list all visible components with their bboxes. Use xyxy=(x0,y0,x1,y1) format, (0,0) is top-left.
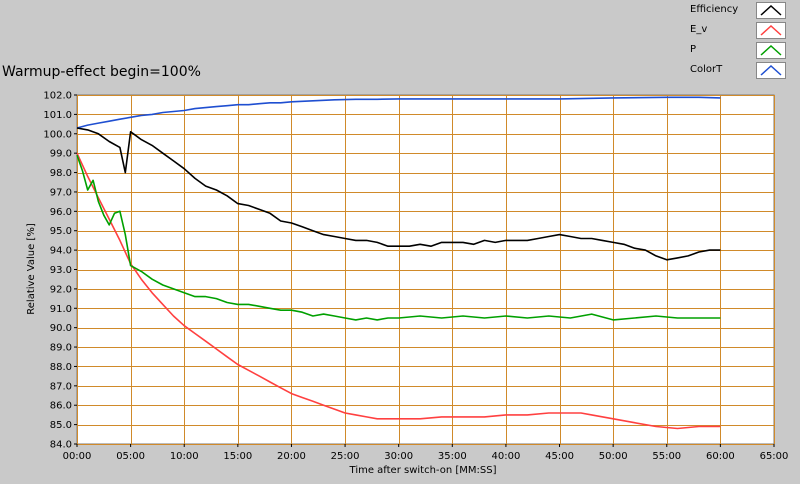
y-tick-label: 84.0 xyxy=(50,440,72,451)
y-tick-label: 94.0 xyxy=(50,246,72,257)
y-tick-label: 93.0 xyxy=(50,265,72,276)
x-tick-label: 30:00 xyxy=(384,451,413,462)
series-line-colort xyxy=(76,96,721,129)
chart-frame xyxy=(76,94,775,445)
y-tick-label: 91.0 xyxy=(50,304,72,315)
y-tick-label: 95.0 xyxy=(50,226,72,237)
legend-swatch-icon xyxy=(756,22,786,39)
x-tick-labels: 00:00 05:00 10:00 15:00 20:00 25:00 30:00 35:00… xyxy=(63,444,789,462)
chart-title: Warmup-effect begin=100% xyxy=(2,64,201,80)
x-tick-label: 55:00 xyxy=(652,451,681,462)
legend-item-efficiency: Efficiency xyxy=(680,1,786,20)
legend-label: E_v xyxy=(690,24,708,35)
series-line-e-v xyxy=(76,152,721,430)
legend: Efficiency E_v P ColorT xyxy=(680,0,786,84)
y-tick-label: 89.0 xyxy=(50,343,72,354)
x-tick-label: 05:00 xyxy=(116,451,145,462)
grid xyxy=(77,95,775,445)
legend-item-ev: E_v xyxy=(680,21,786,40)
x-tick-label: 50:00 xyxy=(599,451,628,462)
y-tick-label: 92.0 xyxy=(50,284,72,295)
x-tick-label: 00:00 xyxy=(63,451,92,462)
plot-area xyxy=(76,94,775,445)
series-line-efficiency xyxy=(76,127,721,261)
x-tick-label: 20:00 xyxy=(277,451,306,462)
legend-label: Efficiency xyxy=(690,4,739,15)
legend-item-p: P xyxy=(680,41,786,60)
x-tick-label: 40:00 xyxy=(492,451,521,462)
series-group xyxy=(76,96,721,430)
x-tick-label: 45:00 xyxy=(545,451,574,462)
x-tick-label: 10:00 xyxy=(170,451,199,462)
y-tick-label: 96.0 xyxy=(50,207,72,218)
x-tick-label: 25:00 xyxy=(331,451,360,462)
legend-swatch-icon xyxy=(756,62,786,79)
legend-swatch-icon xyxy=(756,2,786,19)
y-tick-label: 102.0 xyxy=(43,91,72,102)
y-tick-label: 86.0 xyxy=(50,401,72,412)
x-tick-label: 65:00 xyxy=(760,451,789,462)
y-tick-label: 101.0 xyxy=(43,110,72,121)
y-tick-label: 97.0 xyxy=(50,187,72,198)
y-tick-label: 87.0 xyxy=(50,381,72,392)
x-axis-label: Time after switch-on [MM:SS] xyxy=(349,465,497,476)
y-tick-label: 98.0 xyxy=(50,168,72,179)
y-tick-label: 85.0 xyxy=(50,420,72,431)
legend-item-colort: ColorT xyxy=(680,61,786,80)
y-tick-labels: 84.0 85.0 86.0 87.0 88.0 89.0 90.0 91.0 92.0 93.0… xyxy=(43,91,77,451)
legend-label: ColorT xyxy=(690,64,723,75)
y-tick-label: 90.0 xyxy=(50,323,72,334)
x-tick-label: 35:00 xyxy=(438,451,467,462)
legend-swatch-icon xyxy=(756,42,786,59)
y-tick-label: 100.0 xyxy=(43,129,72,140)
x-tick-label: 15:00 xyxy=(223,451,252,462)
y-tick-label: 88.0 xyxy=(50,362,72,373)
y-tick-label: 99.0 xyxy=(50,149,72,160)
x-tick-label: 60:00 xyxy=(706,451,735,462)
series-line-p xyxy=(76,154,721,321)
legend-label: P xyxy=(690,44,697,55)
y-axis-label: Relative Value [%] xyxy=(26,223,37,315)
